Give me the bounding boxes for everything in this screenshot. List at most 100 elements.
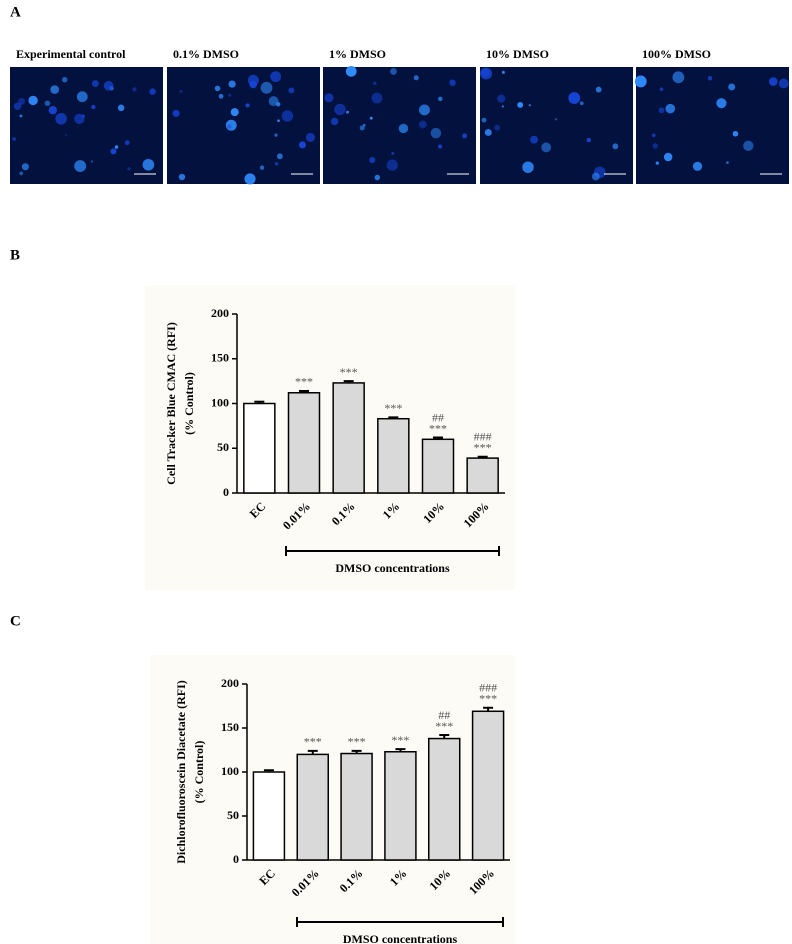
significance-label: *** — [348, 735, 366, 749]
image-background — [480, 67, 633, 184]
image-background — [323, 67, 476, 184]
bar — [243, 402, 276, 494]
cell — [124, 140, 130, 146]
cell — [430, 127, 442, 139]
cell — [44, 100, 51, 107]
cell — [74, 160, 87, 173]
cell — [21, 163, 29, 171]
cell — [324, 93, 334, 103]
cell — [259, 165, 265, 170]
bar — [252, 771, 286, 861]
cell — [345, 65, 357, 77]
cell — [374, 174, 381, 181]
significance-label: ### — [479, 681, 497, 695]
significance-label: *** — [435, 719, 453, 733]
image-label: 1% DMSO — [329, 47, 386, 61]
cell — [726, 161, 729, 164]
cell — [103, 81, 114, 91]
cell — [12, 137, 16, 141]
cell — [61, 76, 68, 83]
bar — [471, 710, 505, 861]
cell — [268, 96, 279, 107]
cell — [651, 133, 656, 138]
cell — [225, 119, 237, 131]
cell — [595, 86, 602, 93]
cell — [274, 162, 279, 166]
cell — [494, 124, 501, 131]
y-tick-label: 50 — [227, 808, 239, 822]
y-tick-label: 100 — [211, 395, 229, 409]
cell — [386, 159, 398, 171]
micrograph — [10, 67, 163, 184]
significance-label: *** — [474, 441, 492, 455]
cell — [81, 114, 85, 118]
cell — [114, 145, 119, 149]
image-background — [636, 67, 789, 184]
cell — [528, 104, 531, 107]
y-tick-label: 100 — [221, 764, 239, 778]
y-tick-label: 50 — [217, 440, 229, 454]
cell — [260, 81, 273, 94]
cell — [438, 96, 443, 102]
cell — [568, 92, 581, 104]
cell — [768, 77, 778, 86]
cell — [481, 117, 487, 123]
plot-background — [145, 285, 515, 590]
cell — [270, 71, 282, 83]
cell — [418, 120, 427, 129]
cell — [501, 70, 505, 74]
cell — [484, 128, 492, 136]
significance-label: *** — [391, 733, 409, 747]
cell — [418, 104, 430, 116]
cell — [117, 104, 125, 112]
cell — [218, 93, 224, 99]
cell — [716, 98, 727, 109]
cell — [249, 80, 258, 89]
cell — [28, 95, 38, 106]
cell — [663, 152, 673, 162]
cell — [334, 103, 346, 116]
cell — [228, 93, 232, 97]
image-background — [167, 67, 320, 184]
cell — [480, 67, 493, 80]
cell — [50, 85, 60, 94]
y-tick-label: 0 — [233, 852, 239, 866]
cell — [48, 105, 58, 115]
cell — [19, 171, 24, 176]
cell — [369, 116, 373, 120]
micrograph — [323, 65, 476, 184]
cell — [707, 76, 713, 81]
bar — [332, 382, 365, 494]
y-tick-label: 150 — [221, 720, 239, 734]
cell — [305, 132, 315, 142]
cell — [149, 88, 156, 95]
cell — [659, 87, 664, 92]
image-label: 10% DMSO — [486, 47, 549, 61]
cell — [449, 79, 456, 86]
cell — [554, 118, 558, 121]
cell — [728, 83, 736, 91]
cell — [530, 135, 538, 144]
image-label: Experimental control — [16, 47, 126, 61]
cell — [65, 133, 68, 136]
cell — [55, 112, 67, 125]
cell — [391, 152, 395, 156]
y-axis-label: (% Control) — [182, 372, 196, 435]
cell — [132, 87, 137, 92]
significance-label: ## — [432, 410, 444, 424]
image-label: 100% DMSO — [642, 47, 711, 61]
cell — [398, 123, 409, 134]
cell — [288, 87, 295, 94]
cell — [390, 67, 397, 75]
cell — [276, 153, 283, 160]
cell — [655, 161, 659, 165]
bar — [466, 457, 499, 494]
cell — [19, 114, 23, 118]
bar — [287, 392, 321, 494]
cell — [142, 158, 155, 171]
significance-label: *** — [295, 375, 313, 389]
bar — [340, 752, 373, 861]
cell — [522, 161, 534, 173]
cell — [228, 80, 236, 88]
cell — [413, 75, 419, 81]
